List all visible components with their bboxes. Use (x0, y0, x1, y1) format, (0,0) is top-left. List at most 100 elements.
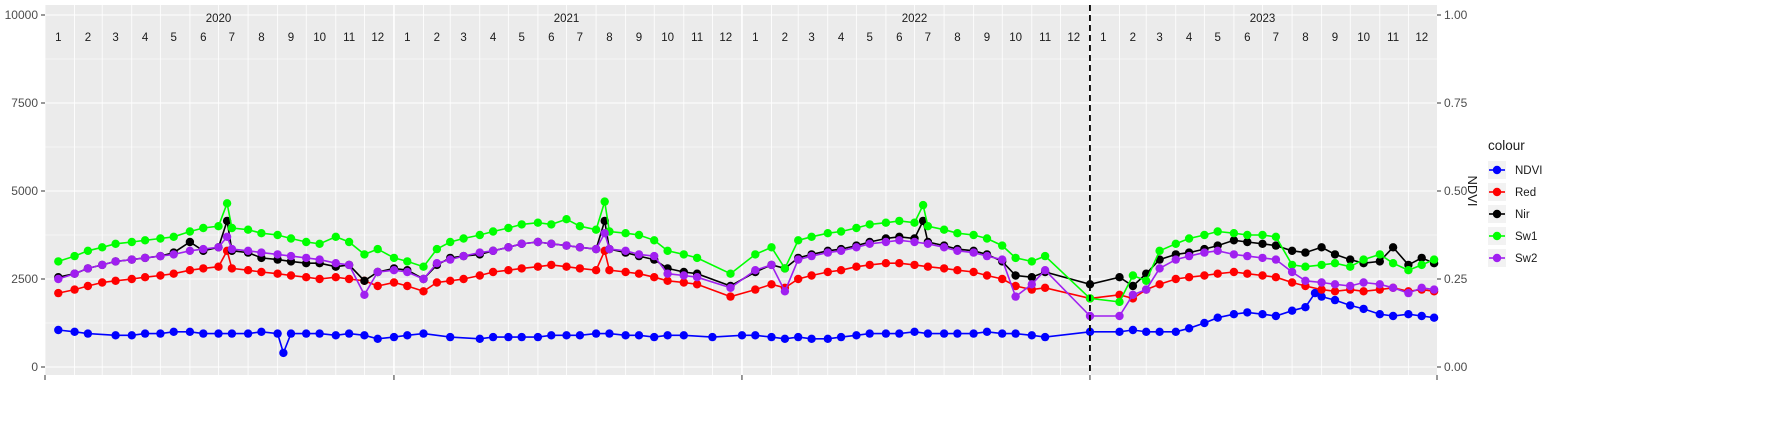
month-label: 6 (548, 32, 554, 44)
data-point-sw2 (373, 267, 382, 277)
data-point-sw2 (315, 255, 324, 264)
data-point-sw1 (923, 222, 933, 231)
data-point-red (547, 260, 556, 270)
data-point-ndvi (279, 348, 288, 358)
month-label: 6 (200, 32, 206, 44)
data-point-red (1040, 283, 1050, 292)
data-point-sw2 (780, 287, 790, 296)
data-point-red (939, 264, 949, 273)
legend-label: Sw2 (1515, 253, 1537, 265)
data-point-red (852, 262, 861, 271)
y2-tick-label: 0.50 (1444, 184, 1468, 198)
data-point-ndvi (243, 329, 253, 338)
month-label: 8 (258, 32, 264, 44)
data-point-sw1 (692, 253, 702, 263)
data-point-sw2 (591, 244, 601, 254)
data-point-sw2 (600, 229, 609, 238)
data-point-sw1 (517, 220, 526, 229)
data-point-red (1359, 287, 1368, 296)
data-point-nir (1243, 237, 1252, 247)
data-point-sw1 (1040, 251, 1050, 261)
data-point-sw2 (679, 271, 688, 280)
data-point-ndvi (1155, 327, 1164, 336)
data-point-sw1 (1184, 234, 1194, 243)
data-point-nir (1287, 246, 1297, 255)
data-point-sw2 (98, 260, 107, 270)
month-label: 12 (719, 32, 732, 44)
data-point-red (751, 285, 760, 294)
month-label: 10 (313, 32, 326, 44)
year-label: 2020 (206, 13, 232, 25)
data-point-red (70, 285, 79, 294)
data-point-ndvi (257, 327, 266, 336)
data-point-sw1 (953, 229, 962, 238)
month-label: 4 (142, 32, 149, 44)
data-point-sw2 (1200, 248, 1209, 257)
data-point-sw1 (1330, 259, 1340, 268)
month-label: 1 (1100, 32, 1106, 44)
legend-key-point (1492, 253, 1502, 263)
data-point-red (432, 278, 442, 287)
data-point-sw1 (1359, 255, 1368, 264)
data-point-red (54, 288, 63, 298)
data-point-sw1 (865, 220, 874, 229)
data-point-sw1 (1271, 232, 1281, 241)
data-point-sw2 (1429, 285, 1439, 294)
data-point-sw1 (1317, 260, 1326, 270)
series-layer (54, 5, 1439, 375)
data-point-red (199, 264, 208, 273)
data-point-sw1 (214, 222, 223, 231)
y2-axis-title: NDVI (1465, 175, 1480, 206)
data-point-sw2 (403, 267, 412, 277)
data-point-red (1271, 273, 1281, 282)
data-point-ndvi (881, 329, 891, 338)
data-point-red (865, 260, 874, 270)
y-tick-label: 7500 (11, 96, 38, 110)
data-point-sw2 (360, 290, 369, 299)
data-point-red (504, 266, 513, 275)
data-point-ndvi (1115, 327, 1124, 336)
data-point-red (807, 271, 816, 280)
y2-tick-label: 0.00 (1444, 360, 1468, 374)
month-label: 8 (1302, 32, 1308, 44)
data-point-red (605, 266, 614, 275)
month-label: 6 (896, 32, 902, 44)
data-point-sw2 (389, 266, 399, 275)
data-point-red (1258, 271, 1267, 280)
data-point-ndvi (895, 329, 904, 338)
data-point-sw1 (547, 220, 556, 229)
data-point-ndvi (214, 329, 223, 338)
data-point-sw1 (1258, 230, 1267, 240)
data-point-sw1 (663, 246, 672, 255)
data-point-ndvi (1359, 304, 1368, 314)
month-label: 11 (1387, 32, 1399, 44)
data-point-sw2 (517, 239, 526, 248)
data-point-sw2 (70, 269, 79, 278)
month-label: 8 (606, 32, 612, 44)
month-label: 2 (434, 32, 440, 44)
data-point-sw2 (273, 250, 282, 259)
data-point-red (169, 269, 178, 278)
legend-label: Red (1515, 187, 1536, 199)
data-point-ndvi (419, 329, 428, 338)
data-point-sw1 (243, 225, 253, 234)
data-point-sw2 (1243, 251, 1252, 261)
data-point-red (1243, 269, 1252, 278)
data-point-sw2 (111, 257, 120, 266)
data-point-ndvi (923, 329, 933, 338)
data-point-sw2 (1317, 278, 1326, 287)
data-point-sw2 (634, 250, 644, 259)
data-point-red (634, 269, 644, 278)
data-point-sw2 (533, 237, 543, 247)
data-point-sw1 (127, 237, 136, 247)
data-point-sw1 (1155, 246, 1164, 255)
data-point-nir (1301, 248, 1310, 257)
data-point-sw2 (1258, 253, 1267, 263)
data-point-sw1 (360, 250, 369, 259)
data-point-sw1 (1417, 260, 1426, 270)
data-point-sw1 (982, 234, 992, 243)
data-point-ndvi (547, 331, 556, 340)
data-point-red (302, 273, 311, 282)
data-point-ndvi (286, 329, 296, 338)
data-point-red (419, 287, 428, 296)
